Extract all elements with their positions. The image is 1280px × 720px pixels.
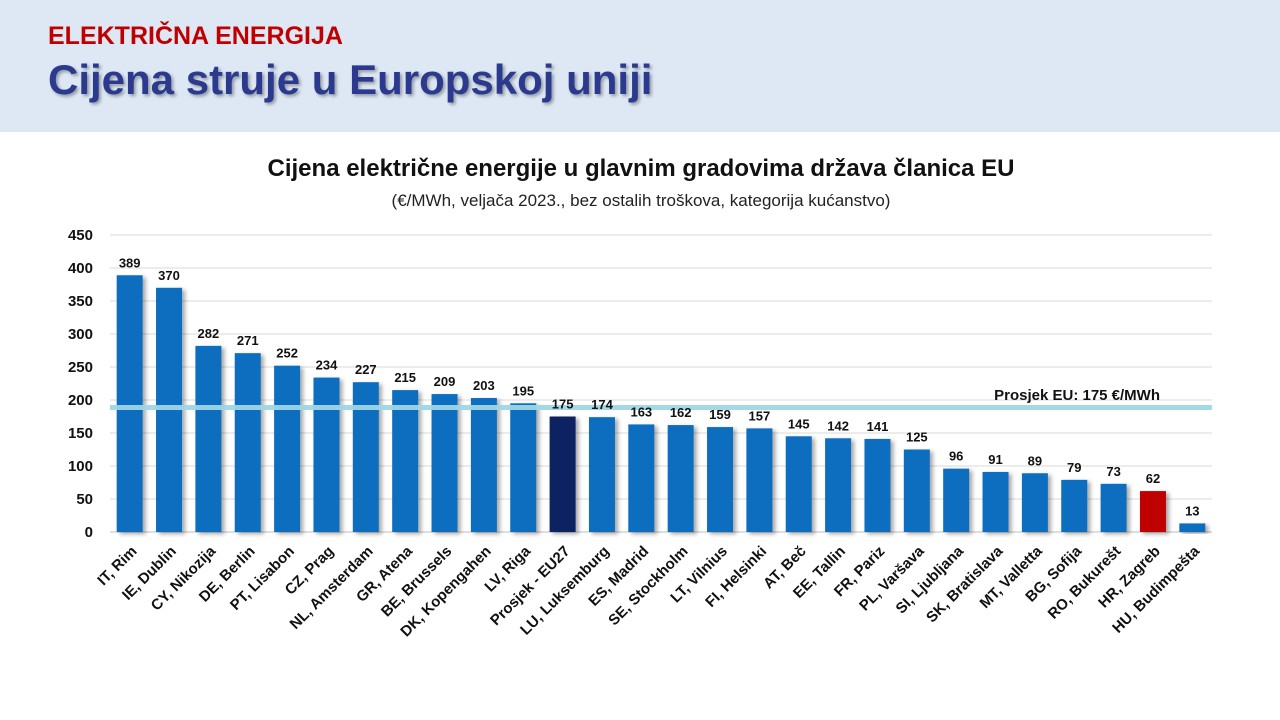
data-label: 141	[867, 419, 889, 434]
y-tick-label: 350	[68, 293, 93, 310]
data-label: 162	[670, 405, 692, 420]
y-tick-label: 50	[76, 491, 93, 508]
data-label: 159	[709, 407, 731, 422]
average-label: Prosjek EU: 175 €/MWh	[994, 387, 1160, 404]
bar	[313, 377, 340, 532]
bar	[864, 438, 891, 532]
bar	[1100, 483, 1127, 532]
bar	[943, 468, 970, 532]
data-label: 73	[1106, 464, 1120, 479]
data-label: 209	[434, 374, 456, 389]
y-tick-label: 200	[68, 392, 93, 409]
data-label: 13	[1185, 503, 1199, 518]
bar	[1179, 523, 1206, 532]
data-label: 370	[158, 268, 180, 283]
header-band	[0, 0, 1280, 132]
data-label: 195	[512, 383, 534, 398]
data-label: 282	[198, 326, 220, 341]
y-tick-label: 0	[85, 524, 93, 541]
bar	[588, 417, 615, 532]
data-label: 252	[276, 346, 298, 361]
data-label: 234	[316, 358, 338, 373]
data-label: 157	[749, 408, 771, 423]
data-label: 62	[1146, 471, 1160, 486]
bar	[785, 436, 812, 532]
data-label: 389	[119, 255, 141, 270]
data-label: 96	[949, 449, 963, 464]
bar	[1061, 479, 1088, 532]
bar	[352, 382, 379, 532]
bar	[903, 449, 930, 532]
bar	[1139, 491, 1166, 532]
data-label: 142	[827, 418, 849, 433]
bar	[982, 471, 1009, 532]
y-tick-label: 450	[68, 227, 93, 244]
bar	[1021, 473, 1048, 532]
data-label: 163	[630, 404, 652, 419]
bar	[116, 275, 143, 532]
y-tick-label: 400	[68, 260, 93, 277]
bar	[746, 428, 773, 532]
bar	[825, 438, 852, 532]
y-tick-label: 300	[68, 326, 93, 343]
bar	[549, 416, 576, 532]
page-title: Cijena struje u Europskoj uniji	[48, 56, 653, 103]
data-label: 203	[473, 378, 495, 393]
data-label: 271	[237, 333, 259, 348]
bar	[470, 398, 497, 532]
data-label: 79	[1067, 460, 1081, 475]
bar	[274, 365, 301, 532]
data-label: 125	[906, 430, 928, 445]
data-label: 145	[788, 416, 810, 431]
chart-subtitle: (€/MWh, veljača 2023., bez ostalih trošk…	[391, 191, 891, 210]
data-label: 91	[988, 452, 1002, 467]
bar	[667, 425, 694, 532]
y-tick-label: 150	[68, 425, 93, 442]
data-label: 215	[394, 370, 416, 385]
y-tick-label: 250	[68, 359, 93, 376]
data-label: 174	[591, 397, 613, 412]
chart-title: Cijena električne energije u glavnim gra…	[267, 155, 1015, 182]
bar	[431, 394, 458, 532]
bar	[392, 390, 419, 532]
data-label: 227	[355, 362, 377, 377]
bar	[195, 345, 222, 532]
bar	[707, 427, 734, 532]
bar	[628, 424, 655, 532]
header-kicker: ELEKTRIČNA ENERGIJA	[48, 22, 343, 50]
data-label: 89	[1028, 453, 1042, 468]
data-label: 175	[552, 397, 574, 412]
bar	[234, 353, 261, 532]
y-tick-label: 100	[68, 458, 93, 475]
bar	[510, 403, 537, 532]
